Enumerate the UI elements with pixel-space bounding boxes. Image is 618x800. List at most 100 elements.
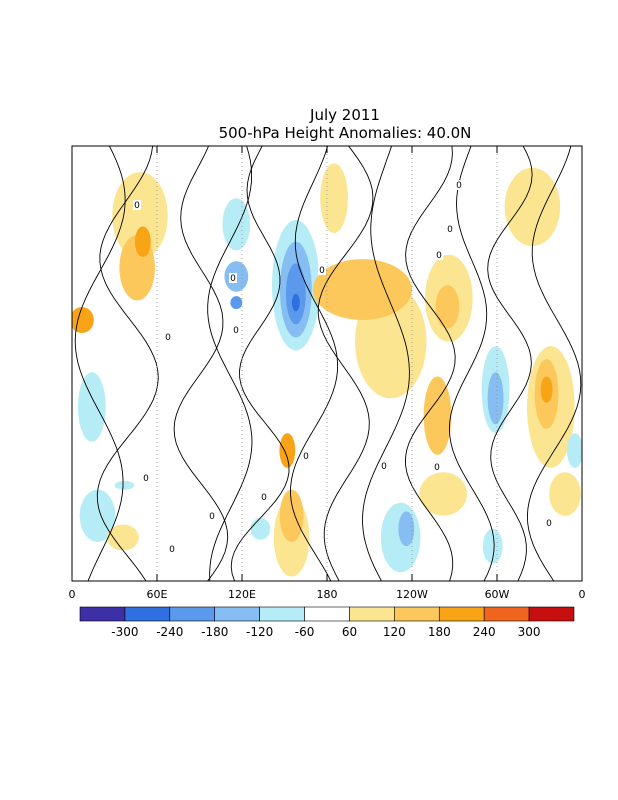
x-tick-label: 120E	[228, 588, 256, 601]
x-tick-label: 120W	[396, 588, 428, 601]
colorbar-swatch	[304, 606, 350, 622]
contour-label: 0	[165, 333, 171, 343]
anomaly-region	[423, 376, 452, 455]
contour-label-bg	[318, 265, 326, 275]
contour-label-bg	[545, 518, 553, 528]
colorbar-swatch	[124, 606, 171, 622]
contour-label-bg	[433, 462, 441, 472]
colorbar-swatch	[394, 606, 440, 622]
anomaly-region	[320, 163, 348, 233]
contour-label: 0	[261, 493, 267, 503]
plot-area: 0 0 0 0 0 0 0 0 0 0 0 0 0 0 0 0	[72, 146, 582, 581]
contour-label: 0	[546, 519, 552, 529]
anomaly-region	[250, 517, 271, 540]
zero-contour	[317, 146, 374, 581]
contour-label-bg	[446, 224, 454, 234]
chart-subtitle: 500-hPa Height Anomalies: 40.0N	[219, 124, 472, 142]
zero-contour	[207, 146, 253, 581]
contour-label-bg	[260, 492, 268, 502]
x-tick-label: 180	[317, 588, 338, 601]
colorbar-label: -240	[156, 625, 183, 639]
contour-label: 0	[230, 274, 236, 284]
contour-label: 0	[447, 225, 453, 235]
anomaly-shading	[72, 163, 582, 577]
anomaly-region	[419, 472, 467, 516]
chart-title: July 2011	[309, 106, 380, 124]
zero-contour	[405, 146, 456, 581]
anomaly-region	[230, 296, 243, 310]
colorbar-swatch	[214, 606, 260, 622]
anomaly-region	[279, 489, 304, 542]
contour-label-bg	[142, 473, 150, 483]
colorbar-swatch	[528, 606, 575, 622]
zero-contour	[230, 146, 290, 581]
contour-label-bg	[435, 250, 443, 260]
contour-label: 0	[233, 326, 239, 336]
contour-label: 0	[303, 452, 309, 462]
colorbar-label: -180	[201, 625, 228, 639]
colorbar-swatch	[483, 606, 530, 622]
contour-label: 0	[169, 545, 175, 555]
anomaly-region	[504, 167, 561, 247]
colorbar-label: -300	[111, 625, 138, 639]
colorbar-label: -60	[295, 625, 315, 639]
anomaly-region	[134, 226, 151, 257]
colorbar-swatch	[349, 606, 395, 622]
anomaly-region	[312, 259, 412, 320]
zero-contour	[173, 146, 229, 581]
x-tick-label: 0	[579, 588, 586, 601]
colorbar-label: 180	[428, 625, 451, 639]
contour-label: 0	[209, 512, 215, 522]
anomaly-region	[398, 511, 415, 547]
contour-label: 0	[381, 462, 387, 472]
anomaly-region	[222, 198, 251, 251]
anomaly-region	[549, 472, 581, 516]
anomaly-region	[72, 306, 94, 334]
colorbar: -300 -240 -180 -120 -60 60 120 180 240 300	[79, 606, 575, 639]
x-tick-label: 0	[69, 588, 76, 601]
anomaly-region	[566, 433, 582, 468]
zero-contours: 0 0 0 0 0 0 0 0 0 0 0 0 0 0 0 0	[74, 146, 582, 581]
colorbar-label: 120	[383, 625, 406, 639]
x-tick-label: 60E	[147, 588, 168, 601]
contour-label: 0	[434, 463, 440, 473]
zero-contour	[487, 146, 533, 581]
contour-label-bg	[232, 325, 240, 335]
contour-label-bg	[380, 461, 388, 471]
anomaly-region	[291, 293, 300, 312]
contour-label: 0	[436, 251, 442, 261]
anomaly-region	[279, 433, 296, 468]
longitude-grid	[156, 146, 498, 581]
contour-label: 0	[319, 266, 325, 276]
contour-label: 0	[134, 201, 140, 211]
contour-label-bg	[455, 180, 463, 190]
colorbar-label: 60	[342, 625, 357, 639]
zero-contour	[96, 146, 159, 581]
zero-contour	[526, 146, 582, 581]
colorbar-label: 300	[518, 625, 541, 639]
contour-label-bg	[229, 273, 237, 283]
anomaly-region	[112, 172, 168, 260]
contour-label-bg	[133, 200, 141, 210]
contour-label: 0	[143, 474, 149, 484]
contour-label-bg	[164, 332, 172, 342]
anomaly-region	[482, 528, 503, 564]
colorbar-swatch	[79, 606, 126, 622]
zero-contour	[362, 146, 410, 581]
x-axis-ticks: 0 60E 120E 180 120W 60W 0	[69, 146, 586, 601]
anomaly-region	[540, 376, 553, 403]
zero-contour	[448, 146, 495, 581]
zero-contour	[290, 146, 339, 581]
anomaly-region	[435, 285, 460, 329]
colorbar-swatch	[438, 606, 485, 622]
contour-label-bg	[208, 511, 216, 521]
colorbar-label: -120	[246, 625, 273, 639]
contour-label-bg	[168, 544, 176, 554]
anomaly-region	[107, 524, 139, 551]
contour-label: 0	[456, 181, 462, 191]
contour-label-bg	[302, 451, 310, 461]
anomaly-region	[79, 489, 116, 542]
x-tick-label: 60W	[485, 588, 510, 601]
anomaly-region	[114, 480, 135, 490]
